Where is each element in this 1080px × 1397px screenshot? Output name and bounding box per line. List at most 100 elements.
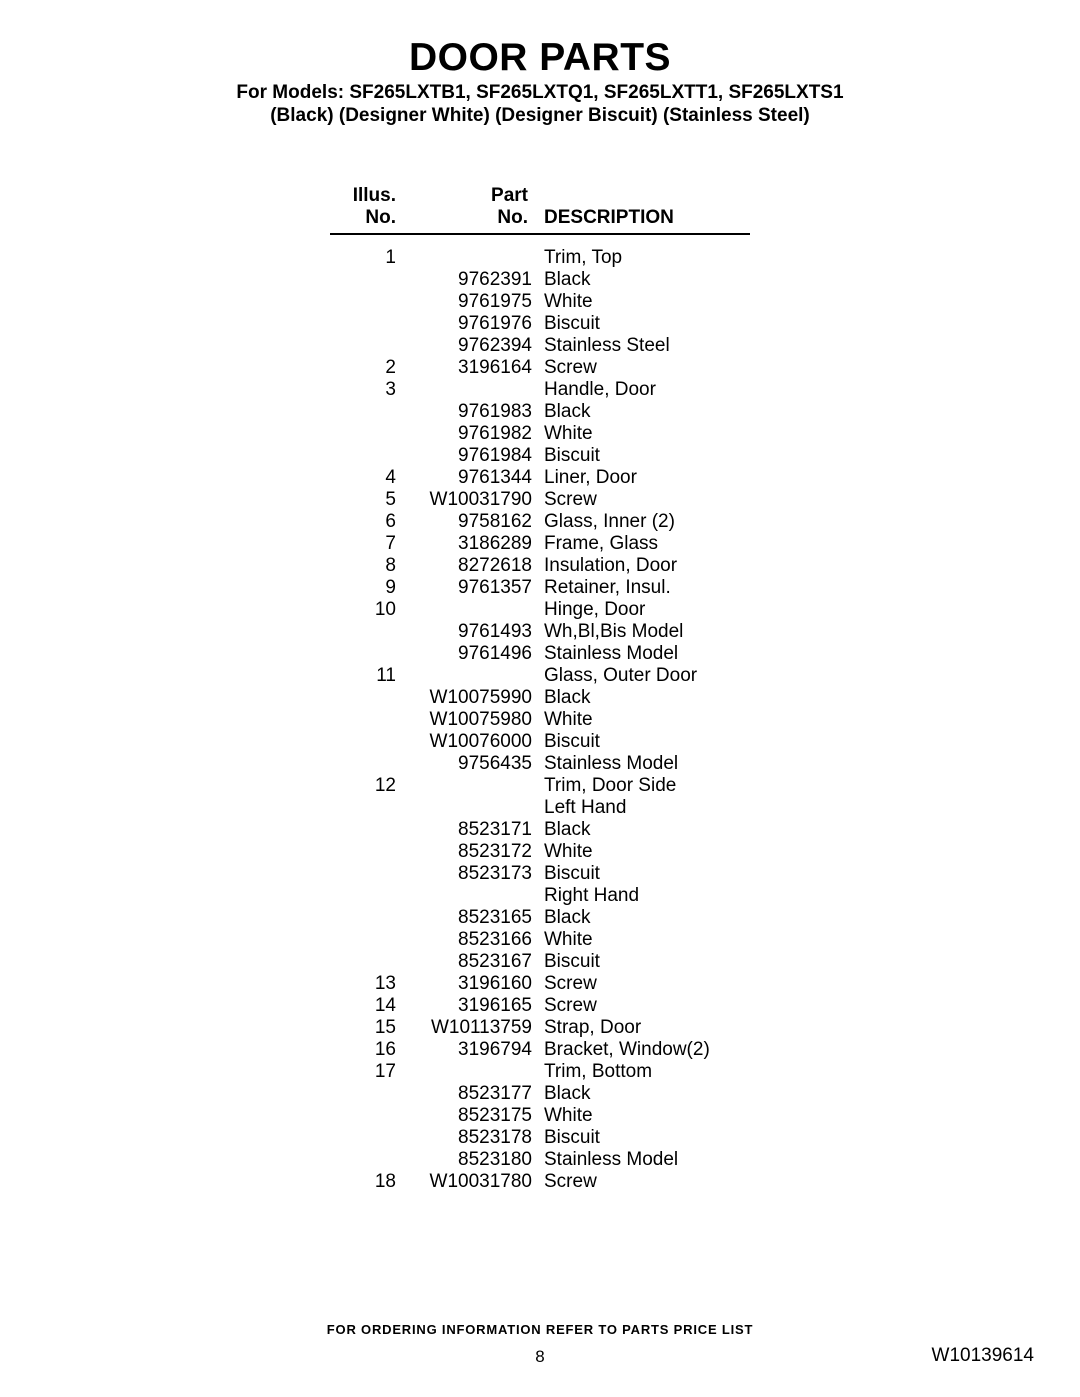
- table-row: 69758162Glass, Inner (2): [330, 511, 750, 533]
- cell-part: W10031780: [402, 1171, 538, 1193]
- cell-illus: [330, 313, 402, 335]
- cell-desc: White: [538, 423, 750, 445]
- cell-desc: Insulation, Door: [538, 555, 750, 577]
- cell-desc: Stainless Model: [538, 1149, 750, 1171]
- cell-part: 8523167: [402, 951, 538, 973]
- cell-desc: Screw: [538, 1171, 750, 1193]
- table-row: 8523167Biscuit: [330, 951, 750, 973]
- cell-illus: 10: [330, 599, 402, 621]
- cell-illus: 2: [330, 357, 402, 379]
- parts-table-wrap: Illus. No. Part No. DESCRIPTION 1Trim, T…: [330, 185, 750, 1193]
- table-row: 9756435Stainless Model: [330, 753, 750, 775]
- cell-part: 9761493: [402, 621, 538, 643]
- document-number: W10139614: [932, 1345, 1034, 1367]
- cell-desc: Screw: [538, 995, 750, 1017]
- cell-illus: [330, 863, 402, 885]
- cell-illus: [330, 753, 402, 775]
- cell-illus: 3: [330, 379, 402, 401]
- cell-desc: Liner, Door: [538, 467, 750, 489]
- cell-desc: Black: [538, 1083, 750, 1105]
- cell-desc: Glass, Outer Door: [538, 665, 750, 687]
- table-row: 8523178Biscuit: [330, 1127, 750, 1149]
- cell-part: 9762391: [402, 269, 538, 291]
- table-row: 8523172White: [330, 841, 750, 863]
- table-row: W10076000Biscuit: [330, 731, 750, 753]
- cell-desc: White: [538, 929, 750, 951]
- cell-desc: Screw: [538, 489, 750, 511]
- cell-part: 8523178: [402, 1127, 538, 1149]
- cell-illus: [330, 929, 402, 951]
- cell-part: 9762394: [402, 335, 538, 357]
- cell-illus: 16: [330, 1039, 402, 1061]
- cell-part: 3196165: [402, 995, 538, 1017]
- header: DOOR PARTS For Models: SF265LXTB1, SF265…: [0, 0, 1080, 127]
- table-row: 9762391Black: [330, 269, 750, 291]
- cell-part: 9761496: [402, 643, 538, 665]
- cell-illus: 13: [330, 973, 402, 995]
- cell-part: W10113759: [402, 1017, 538, 1039]
- cell-desc: Biscuit: [538, 863, 750, 885]
- cell-desc: Screw: [538, 357, 750, 379]
- table-row: W10075990Black: [330, 687, 750, 709]
- table-row: 88272618Insulation, Door: [330, 555, 750, 577]
- cell-desc: Bracket, Window(2): [538, 1039, 750, 1061]
- cell-desc: Stainless Model: [538, 753, 750, 775]
- table-row: 9761976Biscuit: [330, 313, 750, 335]
- cell-desc: Black: [538, 401, 750, 423]
- cell-illus: 6: [330, 511, 402, 533]
- cell-desc: Biscuit: [538, 445, 750, 467]
- cell-part: 9761983: [402, 401, 538, 423]
- cell-part: W10076000: [402, 731, 538, 753]
- parts-table: Illus. No. Part No. DESCRIPTION 1Trim, T…: [330, 185, 750, 1193]
- cell-desc: Biscuit: [538, 951, 750, 973]
- col-header-illus-top: Illus.: [336, 185, 396, 207]
- cell-part: 8272618: [402, 555, 538, 577]
- table-row: 1Trim, Top: [330, 234, 750, 269]
- cell-illus: [330, 1105, 402, 1127]
- cell-desc: Strap, Door: [538, 1017, 750, 1039]
- cell-illus: [330, 1127, 402, 1149]
- page-title: DOOR PARTS: [0, 36, 1080, 80]
- table-row: 18W10031780Screw: [330, 1171, 750, 1193]
- table-row: 8523173Biscuit: [330, 863, 750, 885]
- table-row: 8523175White: [330, 1105, 750, 1127]
- cell-illus: [330, 1149, 402, 1171]
- cell-part: 9761975: [402, 291, 538, 313]
- cell-desc: Biscuit: [538, 1127, 750, 1149]
- models-list: SF265LXTB1, SF265LXTQ1, SF265LXTT1, SF26…: [349, 82, 843, 103]
- cell-desc: Black: [538, 687, 750, 709]
- cell-illus: [330, 621, 402, 643]
- cell-illus: [330, 951, 402, 973]
- cell-desc: Stainless Model: [538, 643, 750, 665]
- cell-part: 8523175: [402, 1105, 538, 1127]
- cell-part: 8523166: [402, 929, 538, 951]
- table-row: 23196164Screw: [330, 357, 750, 379]
- cell-part: 8523180: [402, 1149, 538, 1171]
- cell-desc: Stainless Steel: [538, 335, 750, 357]
- cell-part: 3186289: [402, 533, 538, 555]
- cell-part: 9761976: [402, 313, 538, 335]
- cell-part: [402, 234, 538, 269]
- cell-illus: [330, 335, 402, 357]
- cell-illus: 17: [330, 1061, 402, 1083]
- cell-desc: Hinge, Door: [538, 599, 750, 621]
- cell-part: [402, 599, 538, 621]
- table-row: Left Hand: [330, 797, 750, 819]
- cell-illus: 4: [330, 467, 402, 489]
- cell-part: 8523172: [402, 841, 538, 863]
- cell-desc: Black: [538, 819, 750, 841]
- cell-illus: [330, 819, 402, 841]
- cell-desc: Right Hand: [538, 885, 750, 907]
- cell-part: W10075990: [402, 687, 538, 709]
- cell-part: [402, 775, 538, 797]
- cell-part: [402, 885, 538, 907]
- cell-illus: 14: [330, 995, 402, 1017]
- col-header-part: Part No.: [402, 185, 538, 234]
- page: DOOR PARTS For Models: SF265LXTB1, SF265…: [0, 0, 1080, 1397]
- cell-part: [402, 797, 538, 819]
- table-row: 8523165Black: [330, 907, 750, 929]
- cell-illus: [330, 841, 402, 863]
- cell-desc: Black: [538, 907, 750, 929]
- col-header-part-bot: No.: [408, 207, 528, 229]
- table-row: 9761984Biscuit: [330, 445, 750, 467]
